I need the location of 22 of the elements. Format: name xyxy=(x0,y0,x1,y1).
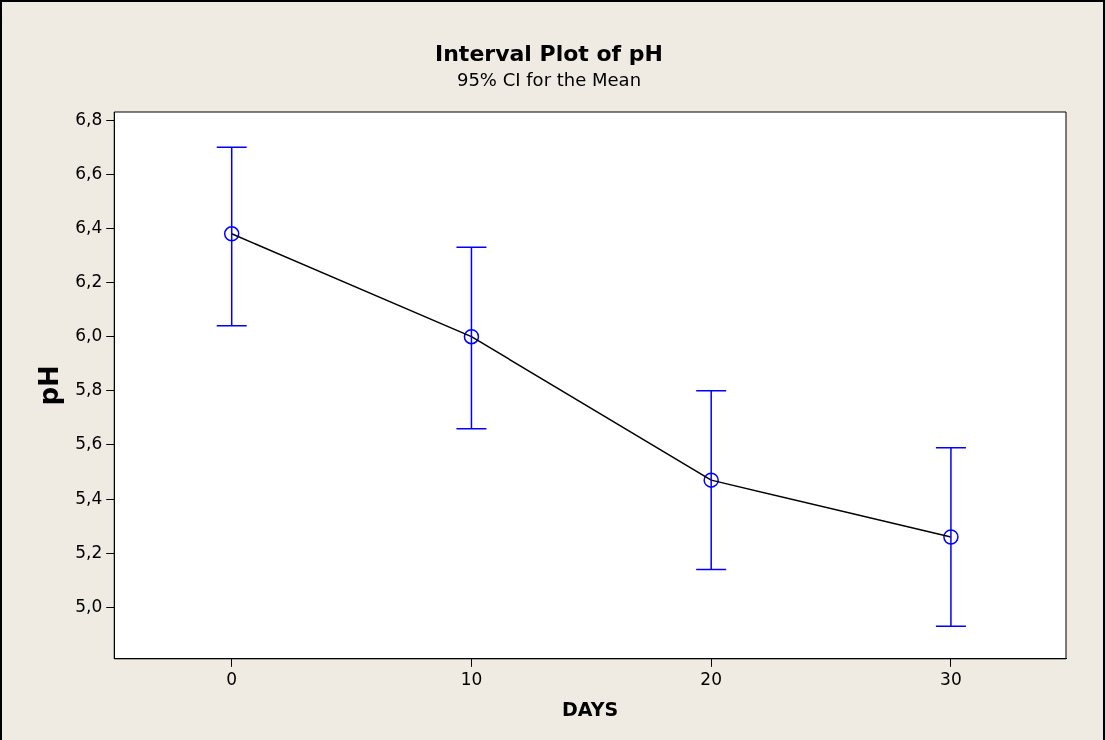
y-tick-label: 6,6 xyxy=(75,162,103,183)
point xyxy=(703,472,719,488)
y-tick-label: 5,6 xyxy=(75,433,103,454)
x-tick-label: 30 xyxy=(940,669,962,690)
y-tick-label: 5,2 xyxy=(75,541,103,562)
x-tick-label: 0 xyxy=(226,669,238,690)
y-tick-label: 5,8 xyxy=(75,379,103,400)
y-tick-label: 5,4 xyxy=(75,487,103,508)
chart-subtitle: 95% CI for the Mean xyxy=(456,68,642,90)
y-axis-title: pH xyxy=(34,365,65,406)
y-tick-label: 6,2 xyxy=(75,270,103,291)
x-axis-title: DAYS xyxy=(562,697,619,720)
point xyxy=(463,328,480,345)
y-tick-label: 6,4 xyxy=(75,216,103,237)
y-tick-label: 6,0 xyxy=(75,325,103,346)
y-tick-label: 5,0 xyxy=(75,595,103,616)
point xyxy=(223,226,240,242)
chart-title: Interval Plot of pH xyxy=(435,40,663,66)
x-tick-label: 10 xyxy=(460,669,483,690)
x-tick-label: 20 xyxy=(700,669,723,690)
point xyxy=(943,529,959,545)
y-tick-label: 6,8 xyxy=(75,108,103,129)
